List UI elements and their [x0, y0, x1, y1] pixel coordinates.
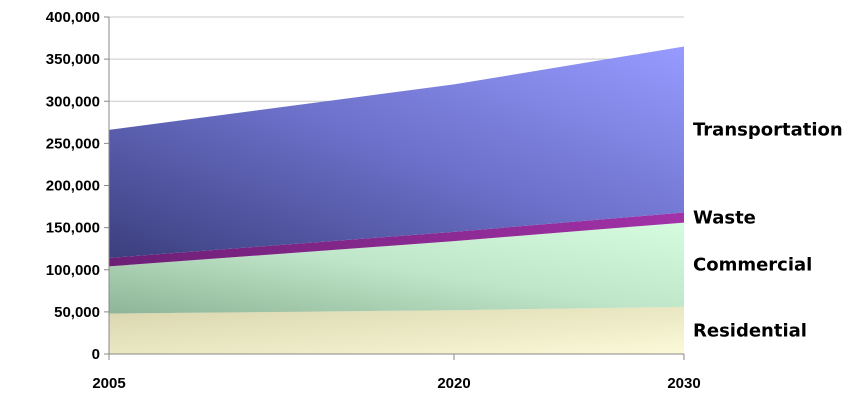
- series-label-commercial: Commercial: [693, 255, 812, 276]
- y-tick-label: 150,000: [46, 220, 100, 237]
- x-tick-label: 2005: [92, 375, 125, 392]
- y-tick-label: 100,000: [46, 262, 100, 279]
- area-residential: [109, 306, 684, 354]
- x-tick-label: 2020: [437, 375, 470, 392]
- area-transportation: [109, 46, 684, 258]
- y-tick-label: 350,000: [46, 51, 100, 68]
- y-tick-label: 400,000: [46, 9, 100, 26]
- area-waste: [109, 212, 684, 267]
- y-tick-label: 0: [92, 346, 100, 363]
- y-tick-label: 300,000: [46, 93, 100, 110]
- x-tick-label: 2030: [667, 375, 700, 392]
- series-label-residential: Residential: [693, 320, 807, 341]
- y-tick-label: 50,000: [54, 304, 100, 321]
- series-label-transportation: Transportation: [693, 119, 843, 140]
- y-tick-label: 250,000: [46, 135, 100, 152]
- series-label-waste: Waste: [693, 208, 756, 229]
- area-commercial: [109, 222, 684, 314]
- y-tick-label: 200,000: [46, 178, 100, 195]
